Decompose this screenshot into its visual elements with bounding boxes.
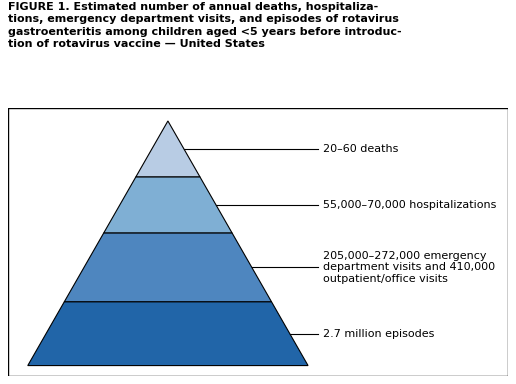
- Text: 205,000–272,000 emergency
department visits and 410,000
outpatient/office visits: 205,000–272,000 emergency department vis…: [323, 251, 495, 284]
- Polygon shape: [28, 302, 308, 366]
- Polygon shape: [136, 121, 200, 177]
- Text: 20–60 deaths: 20–60 deaths: [323, 144, 398, 154]
- Text: 2.7 million episodes: 2.7 million episodes: [323, 329, 434, 339]
- Text: FIGURE 1. Estimated number of annual deaths, hospitaliza-
tions, emergency depar: FIGURE 1. Estimated number of annual dea…: [8, 2, 401, 49]
- Polygon shape: [104, 177, 232, 233]
- Text: 55,000–70,000 hospitalizations: 55,000–70,000 hospitalizations: [323, 200, 496, 210]
- Polygon shape: [64, 233, 271, 302]
